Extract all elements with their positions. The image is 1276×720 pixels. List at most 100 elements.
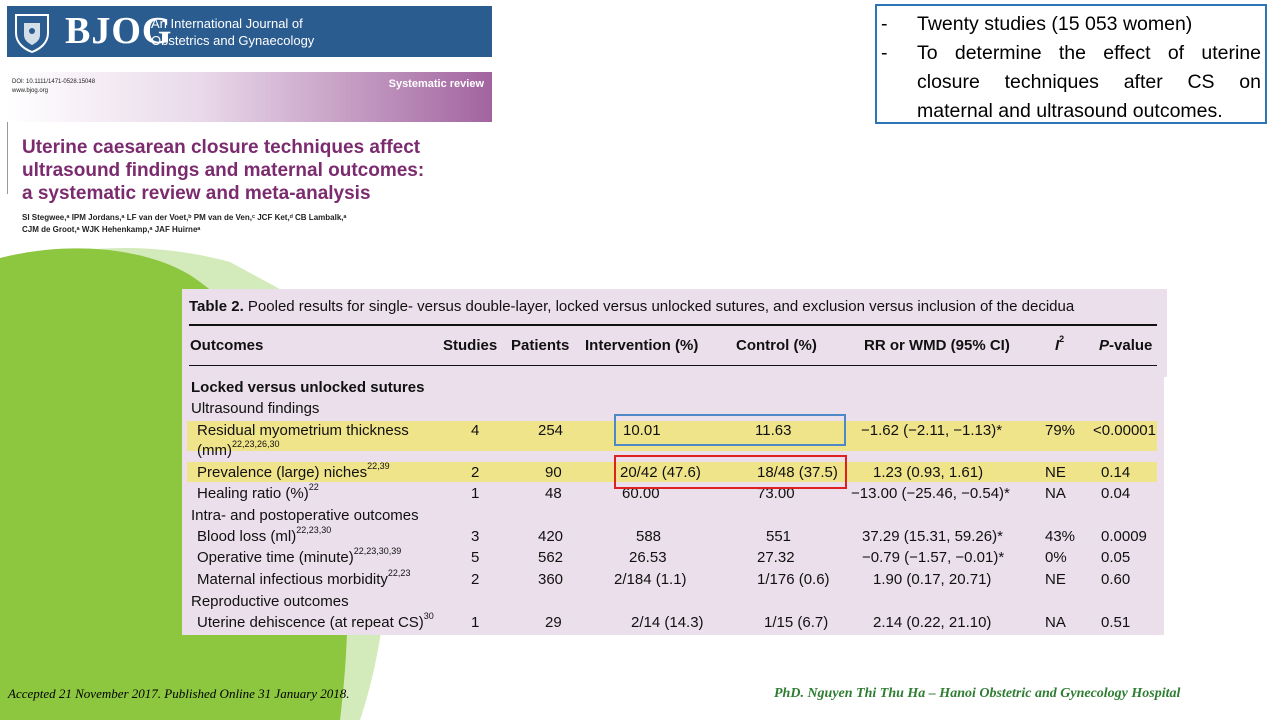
row-outcome: Uterine dehiscence (at repeat CS)30 (197, 611, 434, 631)
row-outcome-text: Healing ratio (%) (197, 485, 309, 502)
row-control: 27.32 (757, 549, 795, 566)
row-patients: 562 (538, 549, 564, 566)
table-caption-text: Pooled results for single- versus double… (247, 298, 1075, 315)
row-outcome-cont: (mm)22,23,26,30 (197, 439, 280, 459)
row-rr: 1.23 (0.93, 1.61) (873, 464, 984, 481)
summary-item: - To determine the effect of uterine clo… (877, 39, 1261, 126)
row-rr: −13.00 (−25.46, −0.54)* (851, 485, 1010, 502)
summary-item: - Twenty studies (15 053 women) (877, 10, 1261, 39)
row-outcome: Healing ratio (%)22 (197, 482, 319, 502)
row-control: 1/15 (6.7) (764, 614, 829, 631)
bullet-dash: - (881, 42, 888, 64)
row-outcome: Residual myometrium thickness (197, 422, 409, 439)
header-i2: I2 (1055, 334, 1065, 354)
publication-dates: Accepted 21 November 2017. Published Onl… (8, 686, 350, 701)
header-studies: Studies (443, 337, 498, 354)
row-outcome: Operative time (minute)22,23,30,39 (197, 546, 402, 566)
row-studies: 4 (471, 422, 480, 439)
table-caption: Table 2. Pooled results for single- vers… (189, 298, 1074, 315)
row-i2: NA (1045, 614, 1066, 631)
row-patients: 254 (538, 422, 564, 439)
row-control: 551 (766, 528, 792, 545)
row-intervention: 20/42 (47.6) (620, 464, 701, 481)
group-label: Reproductive outcomes (191, 593, 349, 610)
row-outcome-line2: (mm) (197, 442, 232, 459)
row-intervention: 26.53 (629, 549, 667, 566)
authors-line2: CJM de Groot,ᵃ WJK Hehenkamp,ᵃ JAF Huirn… (22, 225, 201, 234)
header-p-prefix: P (1099, 337, 1110, 354)
presenter-credit: PhD. Nguyen Thi Thu Ha – Hanoi Obstetric… (774, 686, 1181, 701)
header-p-suffix: -value (1109, 337, 1153, 354)
row-rr: 1.90 (0.17, 20.71) (873, 571, 992, 588)
journal-logo: BJOG (65, 10, 173, 52)
row-refs: 22,39 (367, 461, 390, 471)
row-patients: 90 (545, 464, 562, 481)
row-i2: NE (1045, 464, 1066, 481)
table-panel-body (182, 377, 1164, 635)
article-meta-bar: DOI: 10.1111/1471-0528.15048 www.bjog.or… (7, 72, 492, 122)
row-rr: −1.62 (−2.11, −1.13)* (861, 422, 1003, 439)
row-outcome: Maternal infectious morbidity22,23 (197, 568, 411, 588)
row-highlight (187, 462, 1157, 482)
row-outcome-text: Prevalence (large) niches (197, 464, 368, 481)
row-refs: 22,23,30 (296, 525, 332, 535)
row-i2: NA (1045, 485, 1066, 502)
header-rr: RR or WMD (95% CI) (864, 337, 1010, 354)
authors-line1: SI Stegwee,ᵃ IPM Jordans,ᵃ LF van der Vo… (22, 213, 347, 222)
row-pvalue: 0.0009 (1101, 528, 1147, 545)
row-pvalue: 0.51 (1101, 614, 1131, 631)
table-panel (182, 289, 1167, 377)
summary-text: To determine the effect of uterine closu… (917, 42, 1261, 122)
row-intervention: 2/14 (14.3) (631, 614, 704, 631)
website-text: www.bjog.org (12, 88, 49, 94)
row-control: 73.00 (757, 485, 795, 502)
row-intervention: 10.01 (623, 422, 661, 439)
section-label: Locked versus unlocked sutures (191, 379, 425, 396)
study-summary-box: - Twenty studies (15 053 women) - To det… (875, 4, 1267, 124)
summary-text: Twenty studies (15 053 women) (917, 13, 1193, 35)
row-patients: 360 (538, 571, 564, 588)
article-doi: DOI: 10.1111/1471-0528.15048 www.bjog.or… (12, 78, 95, 96)
row-control: 18/48 (37.5) (757, 464, 838, 481)
row-studies: 1 (471, 614, 480, 631)
row-studies: 3 (471, 528, 480, 545)
row-rr: −0.79 (−1.57, −0.01)* (862, 549, 1005, 566)
row-pvalue: 0.14 (1101, 464, 1131, 481)
row-outcome: Blood loss (ml)22,23,30 (197, 525, 332, 545)
row-pvalue: <0.00001 (1093, 422, 1156, 439)
header-outcomes: Outcomes (190, 337, 264, 354)
row-i2: NE (1045, 571, 1066, 588)
header-i2-sup: 2 (1059, 334, 1065, 344)
row-refs: 22,23,26,30 (231, 439, 280, 449)
row-outcome-text: Uterine dehiscence (at repeat CS) (197, 614, 424, 631)
header-i2-letter: I (1055, 337, 1060, 354)
divider (7, 122, 8, 194)
journal-subtitle: An International Journal of Obstetrics a… (151, 15, 314, 49)
highlight-box-red (614, 455, 847, 489)
row-i2: 43% (1045, 528, 1076, 545)
table-top-rule (189, 324, 1157, 326)
row-intervention: 60.00 (622, 485, 660, 502)
row-i2: 79% (1045, 422, 1076, 439)
row-patients: 48 (545, 485, 562, 502)
paper-title-line2: ultrasound findings and maternal outcome… (22, 160, 425, 181)
doi-text: DOI: 10.1111/1471-0528.15048 (12, 79, 96, 85)
row-outcome-text: Maternal infectious morbidity (197, 571, 388, 588)
group-label: Intra- and postoperative outcomes (191, 507, 419, 524)
row-refs: 22,23,30,39 (353, 546, 402, 556)
row-refs: 22 (308, 482, 319, 492)
bullet-dash: - (881, 13, 888, 35)
article-type: Systematic review (388, 78, 484, 90)
row-patients: 29 (545, 614, 562, 631)
row-pvalue: 0.05 (1101, 549, 1131, 566)
row-refs: 22,23 (387, 568, 411, 578)
row-pvalue: 0.04 (1101, 485, 1131, 502)
paper-title-line1: Uterine caesarean closure techniques aff… (22, 137, 421, 158)
row-patients: 420 (538, 528, 564, 545)
table-caption-label: Table 2. (189, 298, 244, 315)
header-pvalue: P-value (1099, 337, 1152, 354)
row-intervention: 2/184 (1.1) (614, 571, 687, 588)
row-outcome-text: Blood loss (ml) (197, 528, 297, 545)
row-highlight (187, 421, 1157, 451)
header-intervention: Intervention (%) (585, 337, 699, 354)
